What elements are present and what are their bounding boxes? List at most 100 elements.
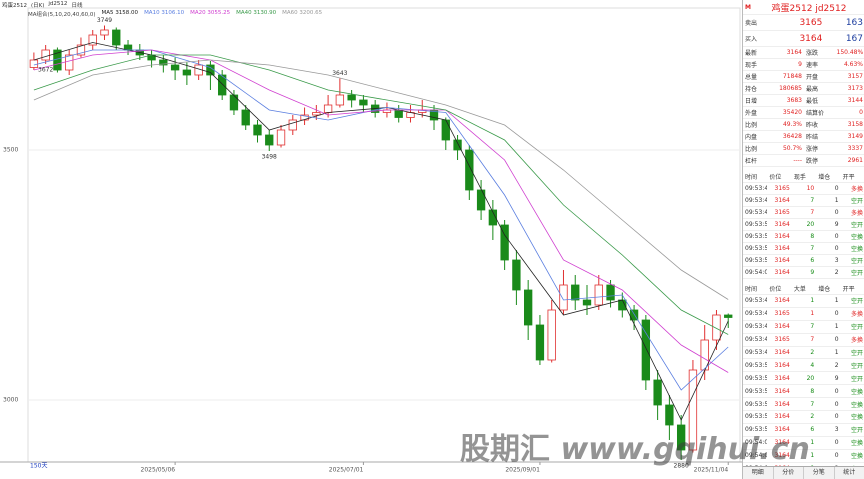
cell: 20 <box>806 221 815 228</box>
tab[interactable]: 明细 <box>743 467 774 479</box>
candle-body <box>182 69 192 76</box>
cell: 3165 <box>774 310 790 318</box>
marker: M <box>745 3 751 11</box>
cell: 6 <box>810 257 815 264</box>
ask-row: 卖出 3165 163 <box>743 15 864 31</box>
cell: 9 <box>834 221 839 228</box>
period-label: 150天 <box>30 463 47 470</box>
toolbar-item: jd2512 <box>48 1 68 7</box>
cell: 20 <box>806 374 815 382</box>
x-tick-label: 2025/11/04 <box>694 467 729 474</box>
candle-body <box>453 139 462 151</box>
candle-body <box>500 224 509 261</box>
candle-body <box>300 114 309 121</box>
table-header: 时间 价位 现手 增仓 开平 <box>743 171 864 183</box>
stat-value: 3158 <box>847 121 863 128</box>
cell: 空换 <box>851 234 864 241</box>
table-row: 09:53:47 3165 7 0 多换 <box>743 207 864 219</box>
stat-label: 最新 <box>745 50 758 57</box>
table-row: 09:53:47 3165 7 0 多换 <box>743 334 864 347</box>
candle-body <box>441 119 450 141</box>
cell: 09:53:47 <box>745 209 768 216</box>
candle-body <box>288 119 297 131</box>
label: 卖出 <box>745 20 758 27</box>
cell: 4 <box>810 361 815 369</box>
cell: 3164 <box>774 197 790 204</box>
cell: 3164 <box>774 245 790 252</box>
stat-label: 持仓 <box>745 86 758 93</box>
cell: 7 <box>810 400 815 408</box>
y-tick-label: 3000 <box>3 397 18 404</box>
cell: 空开 <box>851 324 864 332</box>
cell: 3164 <box>774 452 790 460</box>
legend-item: MA20 3055.25 <box>190 10 230 18</box>
table-row: 09:53:53 3164 20 9 空开 <box>743 219 864 231</box>
cell: 10 <box>806 185 815 192</box>
candle-body <box>100 29 109 36</box>
stat-value: 3164 <box>786 49 802 56</box>
header-cell: 增仓 <box>818 174 831 181</box>
cell: 0 <box>834 245 839 252</box>
candle-body <box>606 284 615 301</box>
candle-body <box>88 34 97 46</box>
legend-item: MA40 3130.90 <box>236 10 276 18</box>
cell: 09:53:55 <box>745 233 768 240</box>
candle-body <box>653 379 662 406</box>
cell: 09:54:02 <box>745 269 768 276</box>
price: 3164 <box>799 33 823 44</box>
candle-body <box>724 314 733 318</box>
cell: 1 <box>834 297 839 305</box>
stats-row: 总量 71848 开盘 3157 <box>743 71 864 83</box>
stat-value: 36428 <box>782 133 802 140</box>
stat-value: ---- <box>793 157 802 164</box>
legend-item: MA10 3106.10 <box>144 10 184 18</box>
stat-value: 35420 <box>782 109 802 116</box>
candle-body <box>523 289 533 326</box>
cell: 2 <box>834 361 839 369</box>
cell: 1 <box>810 452 815 460</box>
tab[interactable]: 统计 <box>835 467 864 479</box>
cell: 空开 <box>851 222 864 229</box>
cell: 2 <box>810 349 815 356</box>
cell: 多换 <box>851 210 864 217</box>
header-cell: 增仓 <box>818 286 831 293</box>
stat-label: 杠杆 <box>745 158 758 165</box>
candle-body <box>265 134 274 146</box>
table-row: 09:54:00 3164 1 0 空换 <box>743 437 864 450</box>
extreme-label: 3498 <box>262 154 277 161</box>
cell: 7 <box>810 245 815 252</box>
stat-label: 比例 <box>745 122 758 129</box>
cell: 0 <box>834 233 839 240</box>
stat-value: 2961 <box>847 157 863 164</box>
cell: 09:53:53 <box>745 374 768 382</box>
cell: 8 <box>810 233 815 240</box>
tab[interactable]: 分笔 <box>804 467 835 479</box>
legend-value: 3055.25 <box>207 10 231 16</box>
cell: 0 <box>834 336 839 344</box>
stats-row: 最新 3164 涨跌 150.48% <box>743 47 864 59</box>
table-row: 09:53:42 3164 1 1 空开 <box>743 295 864 308</box>
ma-line <box>33 59 729 300</box>
name: 鸡蛋2512 <box>771 3 813 14</box>
cell: 3164 <box>774 361 790 369</box>
table-row: 09:53:55 3164 8 0 空换 <box>743 385 864 399</box>
ma-line <box>33 54 729 335</box>
plot-frame <box>27 7 741 463</box>
cell: 0 <box>834 185 839 192</box>
candle-body <box>41 49 50 61</box>
tab[interactable]: 分价 <box>774 467 804 479</box>
cell: 09:53:45 <box>745 197 768 204</box>
cell: 09:53:57 <box>745 245 768 252</box>
stat-label: 总量 <box>745 74 758 81</box>
cell: 1 <box>810 310 815 318</box>
cell: 0 <box>834 452 839 460</box>
legend-item: MA60 3200.65 <box>282 10 322 18</box>
price: 3165 <box>799 17 823 28</box>
stat-value: 49.3% <box>782 121 802 128</box>
table-row: 09:53:58 3164 6 3 空开 <box>743 424 864 437</box>
stats: 最新 3164 涨跌 150.48% 现手 9 速率 4.63% 总量 71848 开盘 3157 持仓… <box>743 47 864 167</box>
candle-body <box>559 284 568 311</box>
legend-title: MA组合(5,10,20,40,60,0) <box>28 12 96 18</box>
cell: 7 <box>810 209 815 216</box>
